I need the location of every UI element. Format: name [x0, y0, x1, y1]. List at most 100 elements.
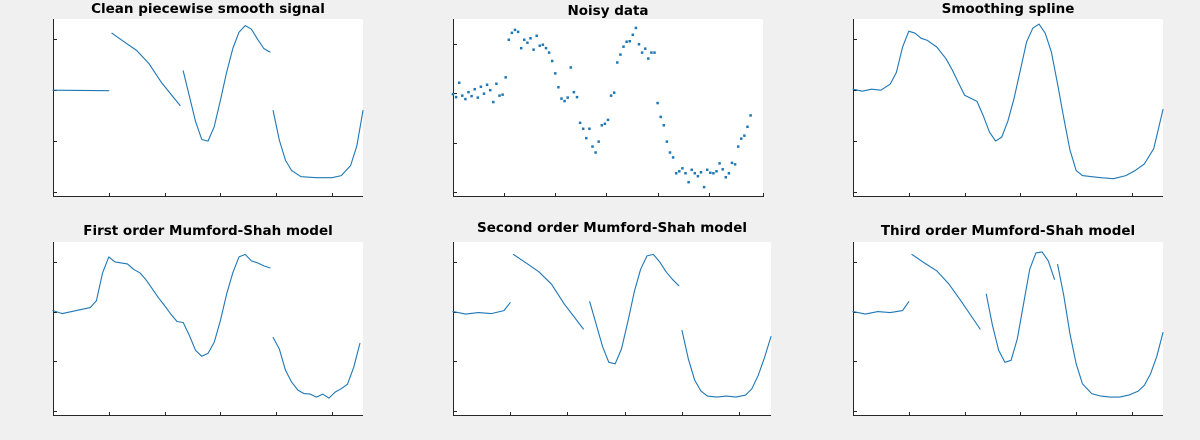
data-point [498, 94, 501, 97]
data-point [690, 168, 693, 172]
data-point [492, 100, 495, 104]
series-segment-1 [52, 89, 110, 92]
data-point [485, 83, 489, 87]
data-point [693, 172, 697, 175]
data-point [591, 145, 594, 148]
data-point [532, 48, 535, 51]
data-point [718, 162, 721, 165]
data-point [581, 127, 585, 131]
data-point [569, 66, 573, 69]
plot-area [453, 242, 771, 416]
data-point [650, 51, 653, 54]
series-segment-3 [589, 253, 680, 365]
data-point [457, 81, 461, 85]
data-point [504, 76, 507, 79]
data-point [616, 61, 619, 64]
data-point [479, 85, 483, 88]
series-segment-1 [52, 253, 271, 357]
data-point [523, 38, 526, 42]
data-point [662, 124, 666, 127]
data-point [572, 90, 576, 94]
data-point [702, 185, 706, 189]
data-point [715, 170, 718, 173]
data-point [473, 87, 476, 91]
series-segment-2 [272, 336, 361, 399]
data-point [560, 97, 563, 100]
series-segment-4 [272, 109, 364, 179]
data-point [727, 172, 731, 175]
chart-title: Noisy data [567, 3, 648, 19]
data-point [482, 92, 486, 95]
data-point [684, 172, 687, 175]
data-point [550, 59, 554, 63]
series-segment-3 [985, 251, 1056, 363]
data-point [643, 47, 647, 50]
data-point [746, 125, 749, 129]
data-point [687, 180, 690, 184]
data-point [519, 46, 523, 50]
data-point [600, 124, 604, 127]
data-point [495, 82, 498, 86]
data-point [659, 115, 662, 119]
data-point [637, 42, 641, 46]
data-point [554, 72, 557, 75]
data-point [619, 53, 622, 56]
data-point [634, 26, 638, 30]
data-point [594, 151, 597, 154]
chart-title: First order Mumford-Shah model [83, 223, 333, 239]
data-point [671, 156, 675, 159]
data-point [609, 94, 613, 97]
series-segment-2 [911, 253, 981, 330]
data-point [736, 145, 740, 148]
chart-title: Second order Mumford-Shah model [477, 220, 747, 236]
chart-title: Clean piecewise smooth signal [91, 1, 325, 17]
data-point [743, 134, 746, 137]
data-point [529, 37, 532, 40]
plot-area [853, 242, 1163, 416]
data-point [705, 168, 709, 172]
data-point [724, 175, 728, 179]
data-point [606, 118, 610, 122]
subplot-3: Smoothing spline [852, 1, 1164, 197]
data-point [541, 43, 545, 46]
data-point [631, 33, 635, 37]
data-point [628, 40, 631, 43]
series-segment-1 [452, 302, 511, 315]
series-segment-1 [852, 23, 1164, 180]
data-point [563, 99, 566, 103]
data-point [461, 94, 464, 97]
series-segment-4 [681, 329, 772, 398]
subplot-5: Second order Mumford-Shah model [452, 220, 772, 416]
subplot-2: Noisy data [451, 3, 764, 197]
data-point [721, 168, 724, 171]
plot-area [53, 242, 363, 416]
series-segment-2 [111, 32, 181, 107]
data-point [668, 151, 672, 154]
data-point [535, 34, 538, 38]
data-point [625, 40, 628, 43]
data-point [588, 127, 591, 131]
data-point [696, 174, 700, 178]
data-point [557, 85, 560, 89]
data-point [575, 95, 579, 99]
data-point [681, 167, 684, 170]
series-segment-2 [512, 253, 584, 330]
series-segment-1 [852, 301, 910, 315]
data-point [488, 88, 492, 92]
plot-area [453, 19, 763, 197]
data-point [699, 171, 703, 174]
plot-area [853, 19, 1163, 197]
data-point [510, 31, 514, 35]
subplot-6: Third order Mumford-Shah model [852, 223, 1164, 416]
data-point [578, 121, 582, 125]
data-point [709, 171, 712, 175]
chart-title: Smoothing spline [942, 1, 1075, 17]
data-point [476, 96, 480, 99]
data-point [749, 114, 752, 117]
data-point [712, 172, 715, 175]
data-point [656, 101, 659, 105]
data-point [740, 137, 743, 140]
data-point [513, 28, 517, 32]
data-point [454, 95, 458, 99]
